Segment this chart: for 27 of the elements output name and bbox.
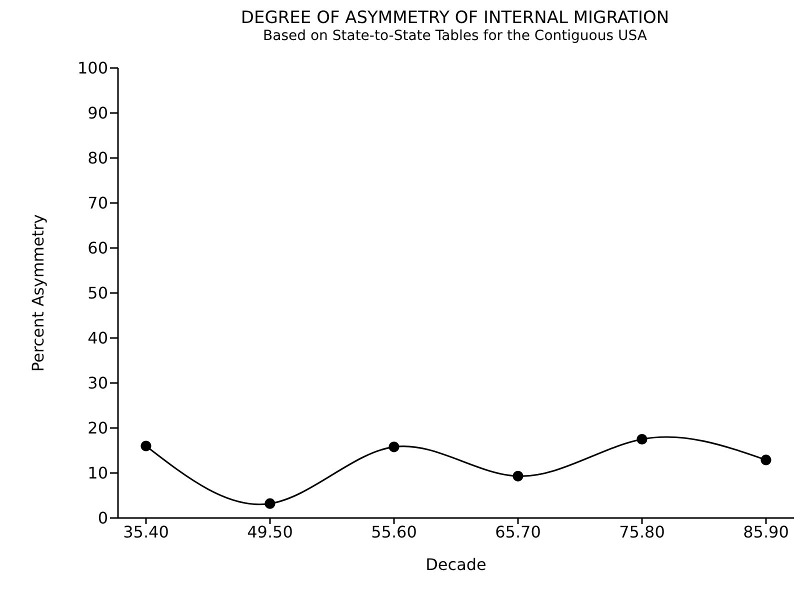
point [636, 434, 648, 445]
y-tick-label: 80 [88, 148, 108, 168]
point [388, 442, 400, 452]
y-tick-label: 100 [77, 58, 108, 78]
y-tick-label: 50 [88, 284, 108, 303]
x-tick-label: 55.60 [371, 522, 417, 542]
x-tick-label: 75.80 [619, 522, 665, 542]
point [760, 454, 772, 466]
x-axis-title: Decade [426, 555, 486, 574]
x-tick-label: 65.70 [495, 522, 541, 542]
y-axis-title: Percent Asymmetry [28, 214, 48, 372]
point [264, 498, 276, 509]
x-tick-label: 35.40 [123, 522, 169, 542]
point [512, 470, 524, 482]
point [140, 440, 152, 452]
y-tick-label: 10 [88, 464, 108, 483]
y-tick-label: 0 [98, 508, 108, 528]
y-tick-label: 20 [88, 418, 108, 438]
y-tick-label: 90 [88, 104, 108, 123]
y-tick-label: 60 [88, 238, 108, 258]
chart-subtitle: Based on State-to-State Tables for the Contiguous USA [262, 28, 648, 44]
y-tick-label: 70 [88, 194, 108, 213]
x-tick-label: 49.50 [247, 522, 293, 542]
x-tick-label: 85.90 [743, 522, 789, 542]
y-tick-label: 30 [88, 374, 108, 393]
chart-title: DEGREE OF ASYMMETRY OF INTERNAL MIGRATION [240, 8, 670, 28]
y-tick-label: 40 [88, 328, 108, 348]
